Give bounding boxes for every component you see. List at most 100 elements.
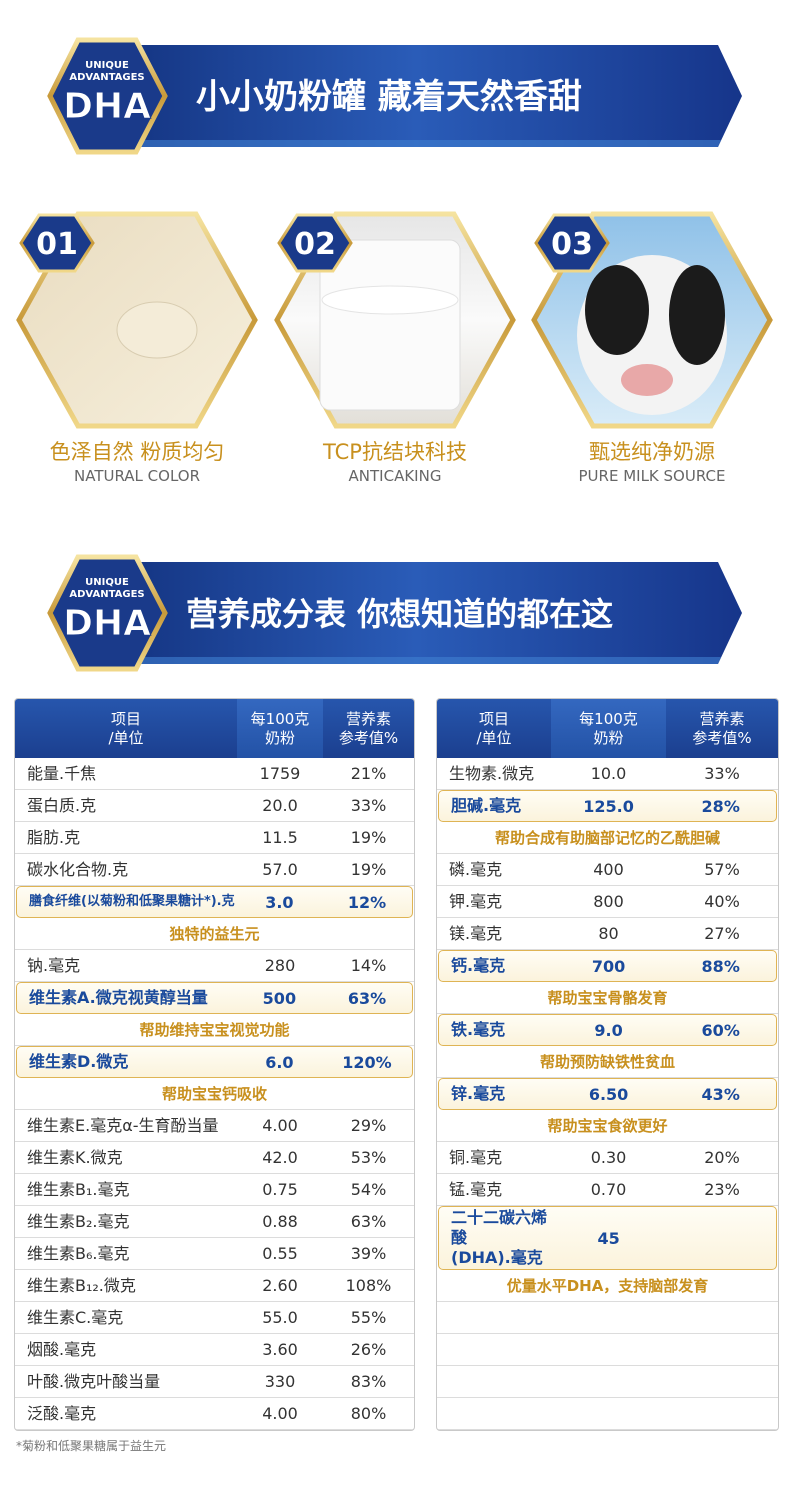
cell-nrv: 88% [701, 956, 740, 976]
feature-title: 色泽自然 粉质均匀 [49, 440, 225, 464]
badge-dha: DHA [63, 603, 151, 644]
header-cell: 项目 /单位 [15, 699, 237, 758]
cell-nrv: 20% [704, 1148, 740, 1167]
nutrient-row: 维生素B₆.毫克 0.55 39% [15, 1238, 414, 1270]
nutrient-row: 二十二碳六烯酸 (DHA).毫克 45 [438, 1206, 777, 1270]
feature-subtitle: ANTICAKING [348, 467, 442, 485]
badge-text: UNIQUE [85, 577, 129, 588]
nutrient-row: 钙.毫克 700 88% [438, 950, 777, 982]
cell-item: 脂肪.克 [27, 827, 81, 847]
note-row: 优量水平DHA，支持脑部发育 [437, 1270, 778, 1302]
cell-amount: 3.0 [265, 892, 294, 912]
cell-amount: 10.0 [590, 764, 627, 783]
cell-amount: 55.0 [262, 1308, 298, 1327]
number-badge [19, 213, 95, 273]
cell-nrv: 21% [350, 764, 387, 783]
cell-nrv: 40% [704, 892, 740, 911]
nutrient-row: 碳水化合物.克 57.0 19% [15, 854, 414, 886]
glass [319, 239, 461, 411]
cell-item: 胆碱.毫克 [451, 796, 522, 815]
nutrient-row: 钠.毫克 280 14% [15, 950, 414, 982]
table-header: 项目 /单位 每100克 奶粉 营养素 参考值% [437, 699, 778, 758]
cell-item: 蛋白质.克 [27, 795, 97, 815]
nutrient-row: 钾.毫克 800 40% [437, 886, 778, 918]
cell-amount: 3.60 [262, 1340, 298, 1359]
cell-item: 维生素A.微克视黄醇当量 [29, 988, 208, 1007]
cell-nrv: 53% [350, 1148, 387, 1167]
note-row: 帮助宝宝食欲更好 [437, 1110, 778, 1142]
nutrient-row: 锌.毫克 6.50 43% [438, 1078, 777, 1110]
cell-amount: 500 [262, 988, 297, 1008]
cell-item: 锌.毫克 [451, 1084, 506, 1103]
cell-amount: 1759 [259, 764, 301, 783]
cell-item: 钠.毫克 [27, 955, 81, 975]
cell-nrv: 83% [350, 1372, 387, 1391]
cell-item: 维生素C.毫克 [27, 1307, 124, 1327]
cell-nrv: 120% [342, 1052, 392, 1072]
cell-amount: 6.50 [588, 1084, 629, 1104]
banner: UNIQUE ADVANTAGES DHA 小小奶粉罐 藏着天然香甜 [47, 37, 742, 155]
cell-amount: 0.70 [590, 1180, 627, 1199]
cell-nrv: 29% [350, 1116, 387, 1135]
nutrient-row: 烟酸.毫克 3.60 26% [15, 1334, 414, 1366]
cell-item: 维生素E.毫克α-生育酚当量 [27, 1115, 219, 1135]
cell-item: 钾.毫克 [449, 891, 503, 911]
header-cell: 每100克 奶粉 [551, 699, 666, 758]
number-badge [277, 213, 353, 273]
cell-item: 膳食纤维(以菊粉和低聚果糖计*).克 [29, 894, 235, 909]
cell-nrv: 54% [350, 1180, 387, 1199]
cell-nrv: 19% [350, 860, 387, 879]
cell-amount: 4.00 [262, 1116, 298, 1135]
nutrient-row: 脂肪.克 11.5 19% [15, 822, 414, 854]
cell-nrv: 14% [350, 956, 387, 975]
cell-nrv: 55% [350, 1308, 387, 1327]
cell-item: 铁.毫克 [451, 1020, 506, 1039]
note-row: 帮助维持宝宝视觉功能 [15, 1014, 414, 1046]
badge-dha: DHA [63, 86, 151, 127]
note-text: 帮助宝宝钙吸收 [161, 1085, 267, 1103]
feature-subtitle: PURE MILK SOURCE [578, 467, 726, 485]
scoop [116, 301, 198, 359]
milk [321, 285, 459, 315]
cell-amount: 11.5 [262, 828, 298, 847]
banner-title: 小小奶粉罐 藏着天然香甜 [196, 77, 582, 117]
header-cell: 每100克 奶粉 [237, 699, 323, 758]
cell-nrv: 39% [350, 1244, 387, 1263]
cell-nrv: 63% [350, 1212, 387, 1231]
cell-amount: 0.55 [262, 1244, 298, 1263]
cow-nose [621, 364, 673, 396]
nutrient-row: 维生素D.微克 6.0 120% [16, 1046, 413, 1078]
cell-amount: 2.60 [262, 1276, 298, 1295]
table-header: 项目 /单位 每100克 奶粉 营养素 参考值% [15, 699, 414, 758]
cell-nrv: 28% [701, 796, 740, 816]
cell-item: 维生素B₁.毫克 [27, 1179, 130, 1199]
nutrient-row: 铁.毫克 9.0 60% [438, 1014, 777, 1046]
cell-nrv: 43% [701, 1084, 740, 1104]
cell-nrv: 33% [704, 764, 740, 783]
nutrient-row: 铜.毫克 0.30 20% [437, 1142, 778, 1174]
cell-amount: 42.0 [262, 1148, 298, 1167]
nutrient-row: 能量.千焦 1759 21% [15, 758, 414, 790]
nutrient-row: 膳食纤维(以菊粉和低聚果糖计*).克 3.0 12% [16, 886, 413, 918]
cell-amount: 280 [264, 956, 296, 975]
cell-amount: 330 [264, 1372, 296, 1391]
note-text: 优量水平DHA，支持脑部发育 [506, 1277, 709, 1295]
note-row: 帮助合成有助脑部记忆的乙酰胆碱 [437, 822, 778, 854]
empty-row [437, 1334, 778, 1366]
nutrient-row: 维生素K.微克 42.0 53% [15, 1142, 414, 1174]
cell-item: 维生素B₂.毫克 [27, 1211, 130, 1231]
note-text: 帮助合成有助脑部记忆的乙酰胆碱 [494, 829, 720, 847]
cell-nrv: 60% [701, 1020, 740, 1040]
cell-nrv: 80% [350, 1404, 387, 1423]
cell-item: 磷.毫克 [449, 859, 503, 879]
cell-item: 叶酸.微克叶酸当量 [27, 1371, 161, 1391]
note-text: 帮助宝宝骨骼发育 [547, 989, 668, 1007]
header-cell: 营养素 参考值% [666, 699, 778, 758]
nutrient-row: 叶酸.微克叶酸当量 330 83% [15, 1366, 414, 1398]
cell-nrv: 108% [345, 1276, 392, 1295]
cell-item: 生物素.微克 [449, 763, 535, 783]
note-text: 帮助维持宝宝视觉功能 [139, 1021, 290, 1039]
cell-nrv: 12% [347, 892, 387, 912]
cell-item: 锰.毫克 [449, 1179, 503, 1199]
